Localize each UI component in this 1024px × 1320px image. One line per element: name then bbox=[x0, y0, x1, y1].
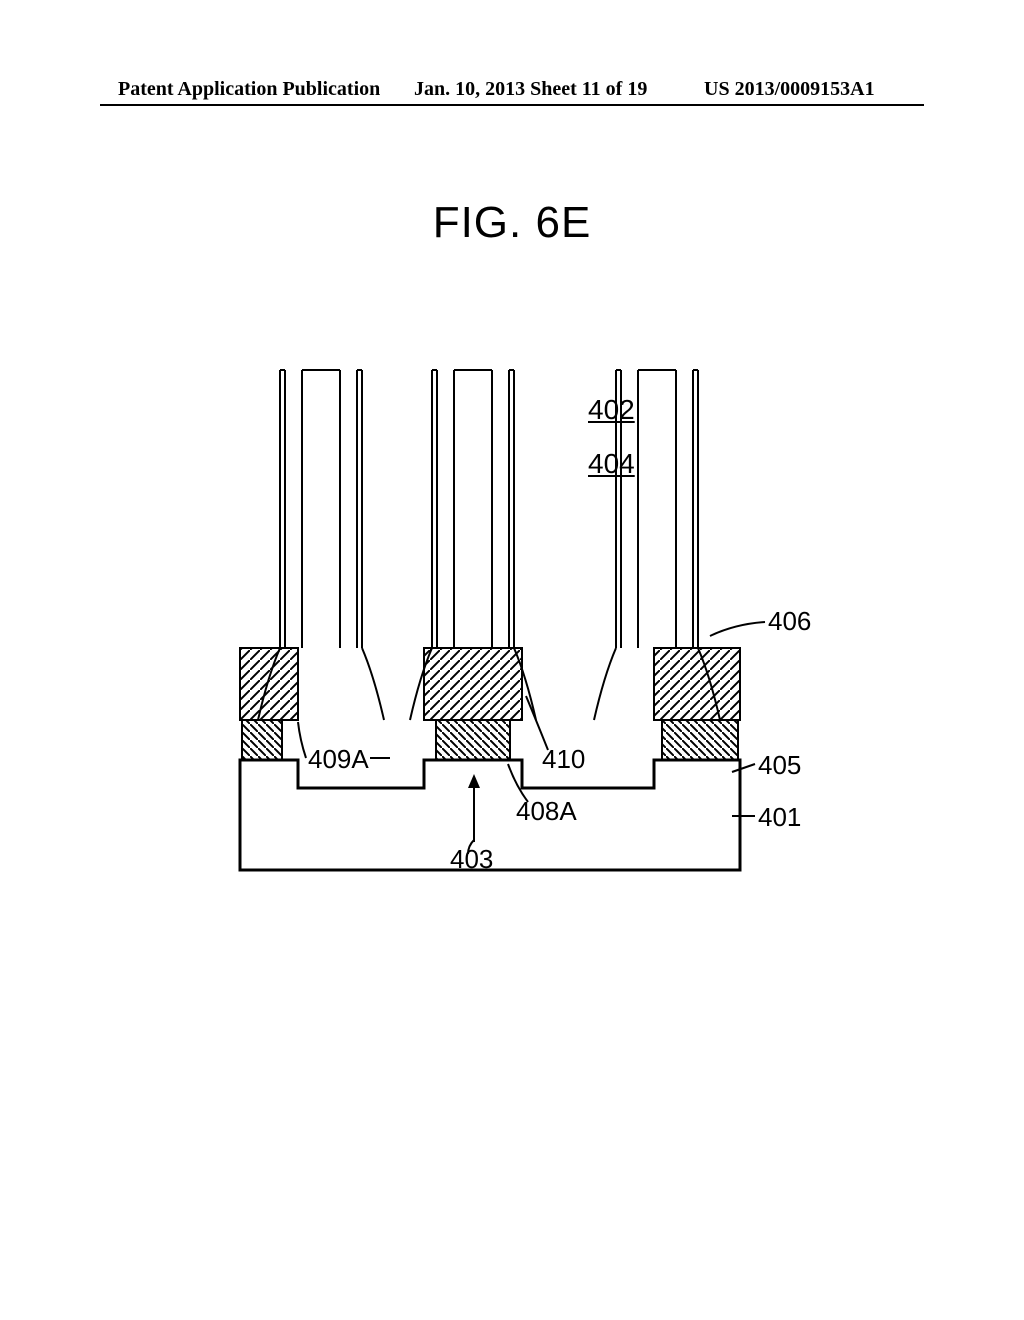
header-rule bbox=[100, 104, 924, 106]
header-right: US 2013/0009153A1 bbox=[704, 78, 875, 101]
figure-diagram: 402 404 406 405 401 409A 410 408A 403 bbox=[210, 340, 820, 900]
label-404: 404 bbox=[588, 448, 635, 480]
header-left: Patent Application Publication bbox=[118, 78, 380, 101]
header-mid: Jan. 10, 2013 Sheet 11 of 19 bbox=[414, 78, 647, 101]
figure-svg bbox=[210, 340, 820, 900]
label-402: 402 bbox=[588, 394, 635, 426]
label-409A: 409A bbox=[308, 744, 369, 775]
label-406: 406 bbox=[768, 606, 811, 637]
label-408A: 408A bbox=[516, 796, 577, 827]
label-403: 403 bbox=[450, 844, 493, 875]
label-405: 405 bbox=[758, 750, 801, 781]
label-401: 401 bbox=[758, 802, 801, 833]
figure-title: FIG. 6E bbox=[0, 198, 1024, 248]
label-410: 410 bbox=[542, 744, 585, 775]
